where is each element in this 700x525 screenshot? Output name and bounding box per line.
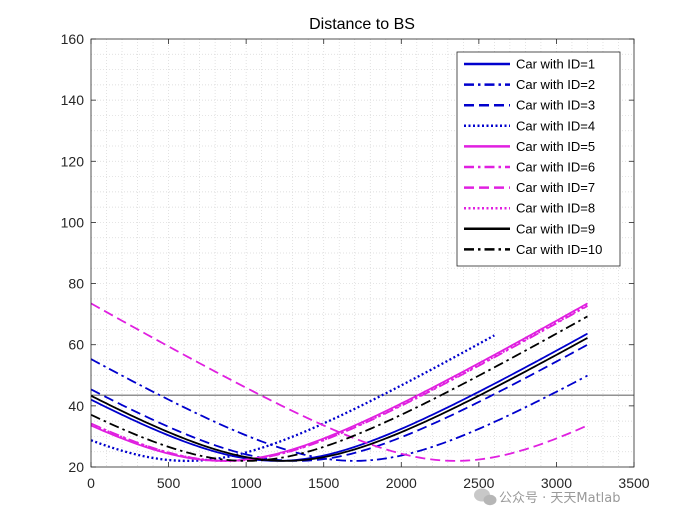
legend-label-4: Car with ID=4	[516, 118, 595, 133]
series-line-6	[91, 305, 588, 462]
legend-label-6: Car with ID=6	[516, 160, 595, 175]
series-line-8	[91, 304, 589, 463]
legend-label-9: Car with ID=9	[516, 221, 595, 236]
chart-title: Distance to BS	[309, 16, 415, 33]
x-tick-label: 1000	[231, 475, 262, 491]
y-tick-label: 60	[68, 337, 84, 353]
legend-label-8: Car with ID=8	[516, 201, 595, 216]
x-tick-label: 500	[157, 475, 181, 491]
legend-box	[456, 51, 621, 267]
legend-label-7: Car with ID=7	[516, 180, 595, 195]
series-line-9	[91, 337, 588, 462]
y-tick-label: 20	[68, 459, 84, 475]
axes-box	[90, 38, 635, 468]
legend-label-1: Car with ID=1	[516, 57, 595, 72]
series-line-7	[91, 302, 588, 462]
legend: Car with ID=1 Car with ID=2 Car with ID=3 C…	[456, 51, 621, 267]
y-tick-label: 140	[61, 92, 85, 108]
watermark-text: 公众号 · 天天Matlab	[499, 491, 621, 506]
grid	[91, 39, 634, 467]
series-line-1	[91, 332, 588, 462]
y-tick-label: 100	[61, 214, 85, 230]
legend-label-10: Car with ID=10	[516, 242, 602, 257]
y-tick-label: 160	[61, 31, 85, 47]
legend-label-2: Car with ID=2	[516, 77, 595, 92]
wechat-icon	[474, 488, 497, 506]
x-tick-label: 3000	[541, 475, 572, 491]
y-tick-label: 40	[68, 398, 84, 414]
watermark: 公众号 · 天天Matlab	[474, 488, 621, 506]
legend-label-3: Car with ID=3	[516, 98, 595, 113]
legend-label-5: Car with ID=5	[516, 139, 595, 154]
wechat-bubble-small	[483, 494, 497, 506]
x-tick-label: 2500	[463, 475, 494, 491]
series-line-2	[91, 358, 588, 462]
y-tick-label: 120	[61, 153, 85, 169]
series-line-4	[91, 334, 495, 463]
x-tick-label: 0	[87, 475, 95, 491]
series-line-3	[91, 343, 588, 462]
x-tick-label: 1500	[308, 475, 339, 491]
tick-marks	[90, 38, 635, 468]
y-tick-label: 80	[68, 276, 84, 292]
axes-frame	[90, 38, 635, 468]
series-lines	[91, 302, 589, 463]
x-tick-label: 2000	[386, 475, 417, 491]
series-line-10	[91, 315, 588, 462]
tick-labels: 0 500 1000 1500 2000 2500 3000 3500 20 40 60 80 100 1…	[61, 31, 650, 491]
x-tick-label: 3500	[618, 475, 649, 491]
